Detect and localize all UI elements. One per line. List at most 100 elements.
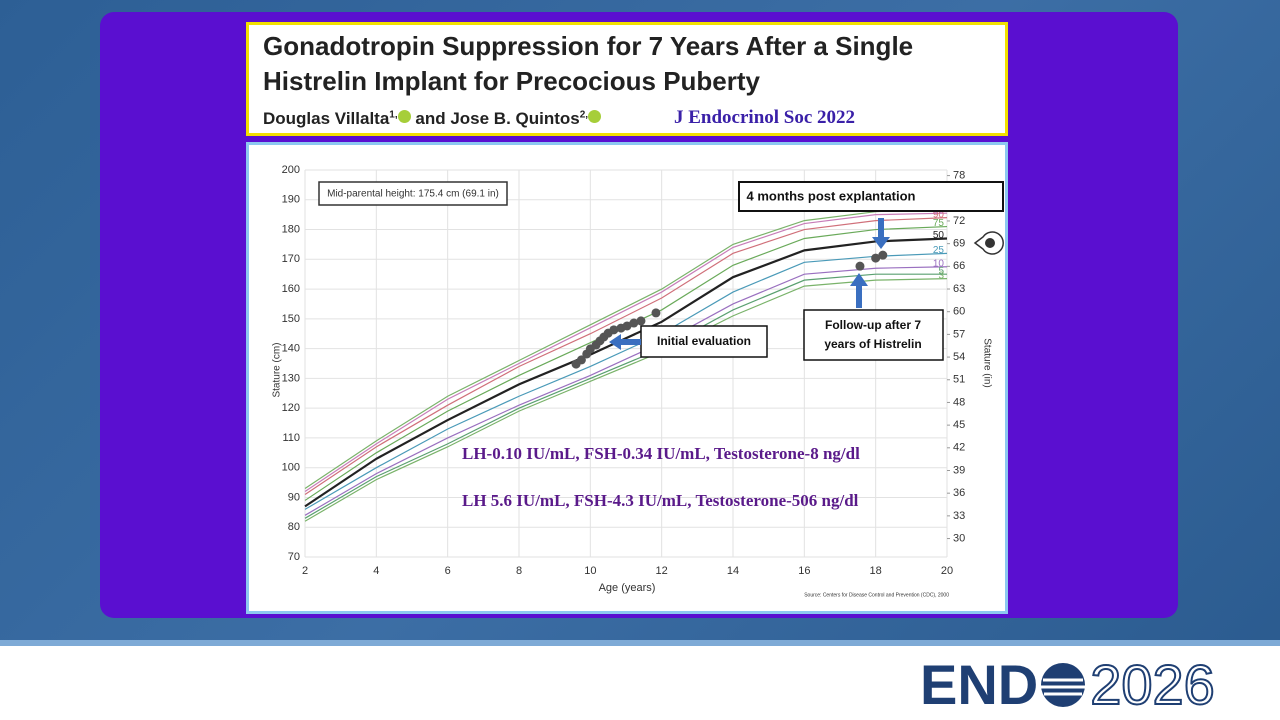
curve-label: 90 — [933, 209, 945, 220]
authors: Douglas Villalta1, and Jose B. Quintos2, — [263, 109, 602, 129]
title-box: Gonadotropin Suppression for 7 Years Aft… — [246, 22, 1008, 136]
y2-tick-label: 63 — [953, 283, 965, 295]
y-tick-label: 190 — [282, 194, 300, 206]
journal: J Endocrinol Soc 2022 — [674, 107, 856, 128]
x-tick-label: 12 — [656, 565, 668, 577]
y-tick-label: 180 — [282, 223, 300, 235]
logo-text: END — [920, 653, 1039, 716]
patient-point — [651, 308, 661, 318]
y-tick-label: 130 — [282, 372, 300, 384]
curve-label: 3 — [938, 270, 944, 281]
x-tick-label: 20 — [941, 565, 953, 577]
y-tick-label: 110 — [282, 432, 300, 444]
y2-tick-label: 51 — [953, 374, 965, 386]
grid: 70 80 90 100 110 120 130 140 150 160 170 180 190 200 2… — [282, 164, 966, 577]
logo: END 2026 — [920, 652, 1216, 717]
annotation-box — [640, 325, 768, 358]
annotation: 4 months post explantation — [746, 188, 915, 203]
curve-label: 10 — [933, 258, 945, 269]
curve-label: 5 — [938, 266, 944, 277]
y2-tick-label: 66 — [953, 260, 965, 272]
y-tick-label: 120 — [282, 402, 300, 414]
y-tick-label: 90 — [288, 491, 300, 503]
annotation: Follow-up after 7 — [825, 318, 921, 332]
curve-label: 75 — [933, 218, 945, 229]
chart: 70 80 90 100 110 120 130 140 150 160 170 180 190 200 2… — [272, 164, 1004, 598]
author: Jose B. Quintos — [450, 109, 580, 128]
y2-tick-label: 57 — [953, 328, 965, 340]
curve-label: 50 — [933, 230, 945, 241]
y-tick-label: 160 — [282, 283, 300, 295]
y-tick-label: 150 — [282, 313, 300, 325]
annotation: Initial evaluation — [657, 334, 751, 348]
y2-tick-label: 42 — [953, 442, 965, 454]
x-tick-label: 4 — [373, 565, 379, 577]
patient-point — [576, 355, 586, 365]
x-tick-label: 10 — [584, 565, 596, 577]
orcid-icon — [397, 110, 411, 123]
patient-point — [855, 261, 865, 271]
patient-point — [636, 316, 646, 326]
logo-text: 2026 — [1089, 652, 1216, 717]
patient-points — [571, 250, 888, 369]
affiliation: 2, — [579, 109, 589, 121]
annotation-box — [803, 309, 944, 361]
x-tick-label: 6 — [445, 565, 451, 577]
mid-parental-icon — [985, 238, 995, 248]
lab-values: LH 5.6 IU/mL, FSH-4.3 IU/mL, Testosteron… — [462, 491, 859, 510]
percentile-curve — [304, 237, 948, 508]
logo-globe — [1041, 662, 1086, 707]
annotation: years of Histrelin — [824, 337, 921, 351]
percentile-curve — [304, 273, 947, 519]
arrow — [609, 334, 641, 350]
patient-point — [878, 250, 888, 260]
y2-tick-label: 60 — [953, 306, 965, 318]
y-tick-label: 70 — [288, 551, 300, 563]
y-tick-label: 80 — [288, 521, 300, 533]
affiliation: 1, — [389, 109, 398, 121]
patient-point — [629, 318, 639, 328]
percentile-curve — [304, 208, 948, 490]
source: Source: Centers for Disease Control and … — [804, 592, 949, 598]
percentile-curve — [304, 217, 948, 495]
x-tick-label: 16 — [798, 565, 810, 577]
author: Douglas Villalta — [263, 109, 390, 128]
y2-tick-label: 78 — [953, 170, 965, 182]
x-tick-label: 14 — [727, 565, 739, 577]
y-tick-label: 140 — [282, 343, 300, 355]
annotation-box — [318, 181, 508, 206]
x-tick-label: 8 — [516, 565, 522, 577]
lab-values: LH-0.10 IU/mL, FSH-0.34 IU/mL, Testoster… — [462, 444, 860, 463]
curve-label: 25 — [933, 245, 945, 256]
arrow — [850, 273, 868, 308]
patient-point — [871, 253, 881, 263]
y-tick-label: 200 — [282, 164, 300, 176]
annotation-box — [738, 181, 1004, 212]
percentile-curve — [304, 266, 948, 516]
paper-title: Gonadotropin Suppression for 7 Years Aft… — [263, 31, 914, 96]
y2-tick-label: 39 — [953, 464, 965, 476]
y2-tick-label: 36 — [953, 487, 965, 499]
patient-point — [609, 325, 619, 335]
y-axis-title: Stature (cm) — [272, 342, 283, 397]
y2-axis-title: Stature (in) — [981, 338, 992, 387]
annotation: Mid-parental height: 175.4 cm (69.1 in) — [327, 189, 499, 200]
chart-box: 70 80 90 100 110 120 130 140 150 160 170 180 190 200 2… — [246, 142, 1008, 614]
y2-tick-label: 33 — [953, 510, 965, 522]
y-tick-label: 170 — [282, 253, 300, 265]
y2-tick-label: 45 — [953, 419, 965, 431]
curves: 9795907550251053 — [304, 200, 948, 522]
arrow — [872, 218, 890, 249]
x-axis-title: Age (years) — [599, 582, 656, 594]
percentile-curve — [304, 278, 948, 522]
y-tick-label: 100 — [282, 462, 300, 474]
y2-tick-label: 69 — [953, 238, 965, 250]
orcid-icon — [588, 110, 602, 123]
y2-tick-label: 48 — [953, 396, 965, 408]
percentile-curve — [304, 252, 948, 510]
y2-tick-label: 54 — [953, 351, 965, 363]
percentile-curve — [304, 212, 948, 493]
y2-tick-label: 30 — [953, 532, 965, 544]
patient-point — [622, 321, 632, 331]
